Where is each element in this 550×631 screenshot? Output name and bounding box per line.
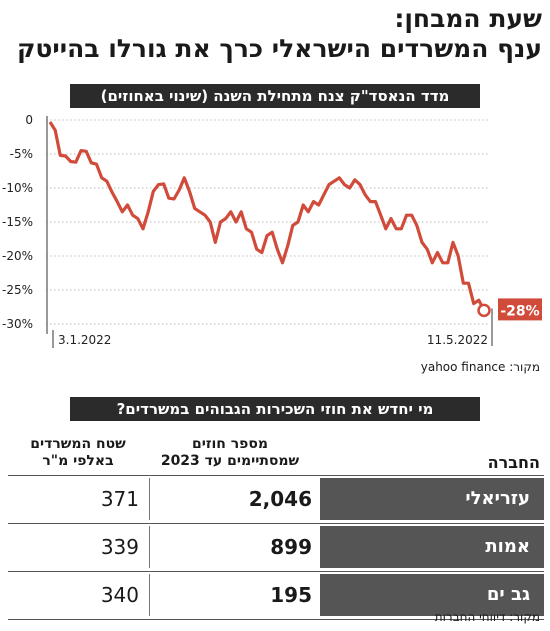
header-contracts: מספר חוזים שמסתיימים עד 2023 [140, 436, 320, 470]
nasdaq-line-chart: 0 -5% -10% -15% -20% -25% -30% -28% 3.1.2022 11.… [2, 113, 542, 348]
table-source: מקור: דיווחי החברות [434, 610, 540, 624]
table-row: גב ים 195 340 [0, 574, 550, 616]
row-divider [8, 475, 544, 476]
row-divider [8, 571, 544, 572]
end-value-badge [498, 298, 542, 321]
header-area: שטח המשרדים באלפי מ"ר [8, 436, 148, 470]
start-date-label: 3.1.2022 [58, 333, 111, 347]
table-heading: מי יחדש את חוזי השכירות הגבוהים במשרדים? [70, 397, 480, 421]
y-tick-label: -15% [2, 215, 33, 229]
header-contracts-line1: מספר חוזים [191, 436, 269, 452]
headline: שעת המבחן: ענף המשרדים הישראלי כרך את גו… [12, 4, 542, 64]
area-cell: 340 [10, 574, 150, 616]
y-tick-label: -20% [2, 249, 33, 263]
y-tick-label: -25% [2, 283, 33, 297]
header-area-line1: שטח המשרדים [30, 436, 126, 452]
table-row: אמות 899 339 [0, 526, 550, 568]
chart-source: מקור: yahoo finance [420, 360, 540, 374]
contracts-cell: 195 [270, 583, 312, 607]
company-cell: אמות [320, 526, 544, 568]
end-point-marker [477, 303, 491, 318]
series-line [48, 121, 486, 312]
company-cell: עזריאלי [320, 478, 544, 520]
chart-title: מדד הנאסד"ק צנח מתחילת השנה (שינוי באחוז… [70, 84, 480, 108]
headline-line1: שעת המבחן: [394, 4, 542, 33]
y-tick-label: 0 [25, 113, 33, 127]
end-date-label: 11.5.2022 [427, 333, 488, 347]
row-divider [8, 523, 544, 524]
area-cell: 371 [10, 478, 150, 520]
y-tick-label: -10% [2, 181, 33, 195]
y-tick-label: -30% [2, 317, 33, 331]
end-value-label: -28% [500, 303, 539, 319]
table-row: עזריאלי 2,046 371 [0, 478, 550, 520]
contracts-cell: 2,046 [248, 487, 312, 511]
header-contracts-line2: שמסתיימים עד 2023 [160, 453, 300, 469]
y-axis: 0 -5% -10% -15% -20% -25% -30% [2, 113, 490, 334]
headline-line2: ענף המשרדים הישראלי כרך את גורלו בהייטק [16, 34, 542, 63]
header-area-line2: באלפי מ"ר [42, 453, 114, 469]
company-cell: גב ים [320, 574, 544, 616]
contracts-cell: 899 [270, 535, 312, 559]
area-cell: 339 [10, 526, 150, 568]
header-company: החברה [487, 453, 540, 472]
plot-area: -28% 3.1.2022 11.5.2022 [48, 121, 542, 348]
row-divider [8, 619, 544, 620]
y-tick-label: -5% [10, 147, 33, 161]
